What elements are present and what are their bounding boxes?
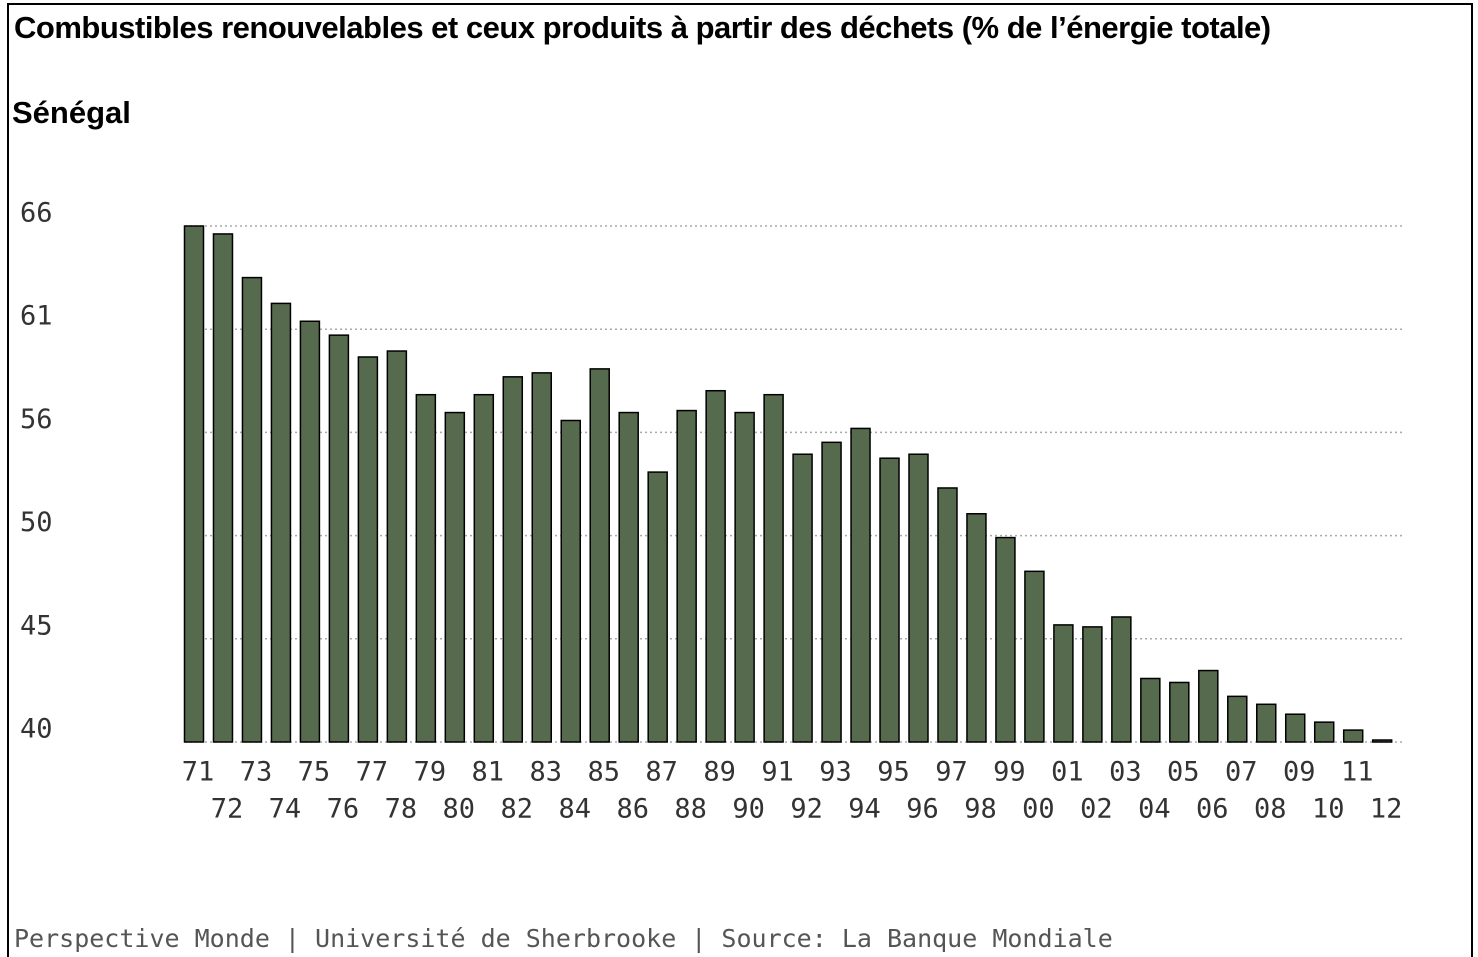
- x-tick-label: 02: [1080, 794, 1113, 825]
- x-tick-label: 93: [819, 757, 852, 788]
- y-tick-label: 45: [20, 610, 53, 641]
- x-tick-label: 75: [298, 757, 331, 788]
- bar: [676, 409, 697, 743]
- x-tick-label: 80: [443, 794, 476, 825]
- bar: [1227, 695, 1248, 743]
- x-tick-label: 89: [703, 757, 736, 788]
- bar: [212, 233, 234, 743]
- x-tick-label: 04: [1138, 794, 1171, 825]
- bar: [473, 393, 495, 743]
- bar: [1342, 729, 1364, 743]
- x-tick-label: 90: [732, 794, 765, 825]
- x-tick-label: 88: [674, 794, 707, 825]
- bar: [1169, 681, 1190, 743]
- x-tick-label: 83: [530, 757, 563, 788]
- x-tick-label: 82: [501, 794, 534, 825]
- x-tick-label: 08: [1254, 794, 1287, 825]
- bar: [821, 441, 842, 743]
- x-tick-label: 72: [211, 794, 244, 825]
- bar: [183, 225, 205, 743]
- bar: [937, 487, 958, 743]
- bar: [995, 536, 1016, 743]
- x-tick-label: 77: [356, 757, 389, 788]
- x-tick-label: 97: [935, 757, 968, 788]
- source: Perspective Monde | Université de Sherbr…: [14, 924, 1113, 953]
- x-tick-label: 78: [385, 794, 418, 825]
- x-tick-label: 94: [848, 794, 881, 825]
- x-tick-label: 11: [1341, 757, 1374, 788]
- bar: [879, 457, 900, 743]
- bar: [415, 393, 437, 743]
- x-tick-label: 05: [1167, 757, 1200, 788]
- bar: [1284, 713, 1306, 743]
- bar: [705, 389, 726, 743]
- bar: [589, 368, 610, 743]
- bar: [241, 276, 263, 743]
- x-tick-label: 00: [1022, 794, 1055, 825]
- bar: [1198, 669, 1219, 743]
- x-tick-label: 06: [1196, 794, 1229, 825]
- bar: [647, 471, 668, 743]
- bar: [1140, 677, 1161, 743]
- y-tick-label: 61: [20, 301, 53, 332]
- frame: [7, 3, 1473, 957]
- bar: [270, 302, 292, 743]
- x-tick-label: 01: [1051, 757, 1084, 788]
- bar: [966, 513, 987, 743]
- x-tick-label: 99: [993, 757, 1026, 788]
- bar: [444, 411, 466, 743]
- x-tick-label: 03: [1109, 757, 1142, 788]
- x-tick-label: 73: [240, 757, 273, 788]
- bar: [299, 320, 321, 743]
- bar: [850, 427, 871, 743]
- bar: [908, 453, 929, 743]
- x-tick-label: 85: [587, 757, 620, 788]
- x-tick-label: 91: [761, 757, 794, 788]
- y-tick-label: 66: [20, 198, 53, 229]
- x-tick-label: 12: [1370, 794, 1403, 825]
- y-tick-label: 56: [20, 404, 53, 435]
- bar: [1371, 739, 1393, 743]
- bar: [792, 453, 813, 743]
- x-tick-label: 79: [414, 757, 447, 788]
- bar: [1024, 570, 1045, 743]
- y-tick-label: 50: [20, 507, 53, 538]
- x-tick-label: 92: [790, 794, 823, 825]
- bar: [734, 411, 755, 743]
- x-tick-label: 74: [269, 794, 302, 825]
- bar: [1082, 626, 1103, 743]
- bar: [531, 372, 553, 743]
- x-tick-label: 84: [558, 794, 591, 825]
- bar: [357, 356, 379, 743]
- x-tick-label: 95: [877, 757, 910, 788]
- x-tick-label: 07: [1225, 757, 1258, 788]
- bar: [1256, 703, 1277, 743]
- x-tick-label: 76: [327, 794, 360, 825]
- x-tick-label: 09: [1283, 757, 1316, 788]
- chart-title: Combustibles renouvelables et ceux produ…: [14, 10, 1271, 45]
- bar: [328, 334, 350, 743]
- bar: [1111, 616, 1132, 743]
- x-tick-label: 10: [1312, 794, 1345, 825]
- y-tick-label: 40: [20, 714, 53, 745]
- x-tick-label: 71: [182, 757, 215, 788]
- bar: [1053, 624, 1074, 743]
- bar: [386, 350, 408, 743]
- bar: [560, 419, 581, 743]
- bar: [618, 411, 639, 743]
- x-tick-label: 81: [472, 757, 505, 788]
- bar: [1313, 721, 1335, 743]
- bar: [502, 376, 524, 743]
- x-tick-label: 87: [645, 757, 678, 788]
- chart-subtitle: Sénégal: [12, 95, 131, 130]
- x-tick-label: 98: [964, 794, 997, 825]
- x-tick-label: 96: [906, 794, 939, 825]
- bar: [763, 393, 784, 743]
- x-tick-label: 86: [616, 794, 649, 825]
